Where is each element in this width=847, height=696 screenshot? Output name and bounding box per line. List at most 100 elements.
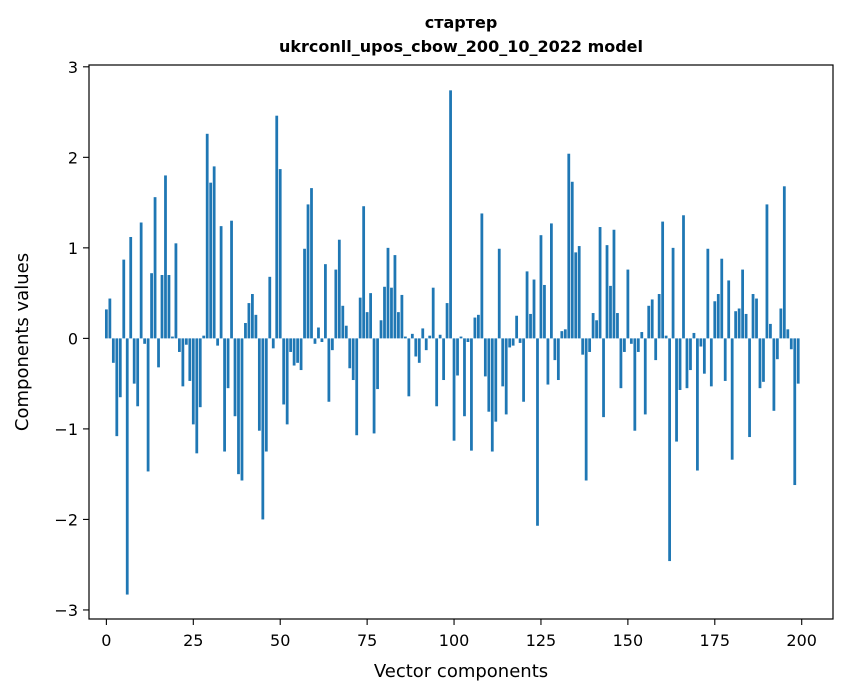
bar xyxy=(397,312,400,339)
x-tick-label: 0 xyxy=(101,631,111,650)
bar xyxy=(244,322,247,339)
bar xyxy=(296,338,299,363)
bar xyxy=(577,246,581,339)
bar xyxy=(132,338,136,384)
bar xyxy=(699,338,703,347)
bar xyxy=(268,276,272,339)
bar xyxy=(466,338,470,342)
bar xyxy=(483,338,487,377)
bar xyxy=(233,338,237,417)
bar xyxy=(720,258,724,339)
bar xyxy=(330,338,334,351)
bar xyxy=(678,338,682,390)
bar xyxy=(195,338,199,454)
bar xyxy=(313,338,317,344)
bar xyxy=(536,338,539,526)
y-tick-label: 3 xyxy=(68,58,78,77)
bar xyxy=(400,294,404,339)
y-tick-label: −3 xyxy=(54,601,78,620)
bar xyxy=(734,311,738,339)
x-tick-label: 75 xyxy=(357,631,377,650)
bar xyxy=(779,308,783,339)
y-tick-label: −2 xyxy=(54,510,78,529)
bar xyxy=(247,303,251,339)
bar xyxy=(160,275,164,339)
bar xyxy=(522,338,525,402)
bar xyxy=(657,294,661,339)
bar xyxy=(529,313,532,339)
x-axis-label: Vector components xyxy=(374,661,548,682)
bar xyxy=(706,248,710,339)
bar xyxy=(741,269,744,339)
bar xyxy=(723,338,727,381)
bar xyxy=(626,269,630,339)
bar xyxy=(212,166,216,339)
bar xyxy=(518,338,522,343)
chart-title-line-2: ukrconll_upos_cbow_200_10_2022 model xyxy=(279,37,643,56)
x-tick-label: 175 xyxy=(700,631,731,650)
bars-group xyxy=(104,90,800,595)
bar xyxy=(125,338,129,595)
bar xyxy=(769,323,772,339)
plot-frame xyxy=(88,64,834,620)
bar xyxy=(118,338,122,398)
bar xyxy=(403,336,407,339)
bar xyxy=(174,243,178,339)
bar xyxy=(480,213,484,339)
bar xyxy=(452,338,456,441)
x-axis-ticks: 0 25 50 75 100 125 150 175 200 xyxy=(101,619,817,650)
bar xyxy=(317,327,320,339)
bar xyxy=(202,335,206,339)
bar xyxy=(689,338,692,371)
bar xyxy=(348,338,352,369)
bar xyxy=(476,314,480,339)
y-axis-ticks: −3 −2 −1 0 1 2 3 xyxy=(54,58,89,620)
bar xyxy=(786,329,790,339)
bar xyxy=(643,338,647,415)
bar xyxy=(292,338,296,366)
bar xyxy=(532,279,536,339)
bar xyxy=(282,338,286,405)
bar xyxy=(129,236,133,339)
x-tick-label: 150 xyxy=(613,631,644,650)
bar xyxy=(456,338,459,376)
bar xyxy=(793,338,797,486)
bar xyxy=(386,247,390,339)
bar xyxy=(379,320,383,339)
bar xyxy=(449,90,452,339)
bar xyxy=(111,338,115,363)
bar xyxy=(278,169,282,339)
bar xyxy=(716,294,720,339)
bar xyxy=(762,338,765,382)
bar xyxy=(737,308,741,339)
bar xyxy=(497,248,501,339)
bar xyxy=(463,338,466,417)
bar xyxy=(184,338,188,345)
bar xyxy=(417,338,421,363)
bar xyxy=(650,299,654,339)
bar xyxy=(553,338,557,361)
bar xyxy=(504,338,508,415)
bar xyxy=(751,294,755,339)
bar xyxy=(153,197,157,339)
bar xyxy=(216,338,220,346)
bar xyxy=(543,284,546,339)
bar xyxy=(727,280,731,339)
bar xyxy=(629,338,633,344)
y-tick-label: 0 xyxy=(68,329,78,348)
bar xyxy=(539,235,543,339)
bar xyxy=(164,175,167,339)
bar xyxy=(616,313,619,339)
bar xyxy=(515,315,519,339)
bar xyxy=(633,338,637,431)
bar xyxy=(782,186,786,339)
bar xyxy=(146,338,150,472)
bar xyxy=(605,245,609,339)
bar xyxy=(376,338,379,390)
bar xyxy=(692,332,696,339)
bar xyxy=(602,338,605,418)
bar xyxy=(525,271,529,339)
bar xyxy=(209,182,213,339)
bar xyxy=(421,328,425,339)
bar xyxy=(369,293,372,339)
